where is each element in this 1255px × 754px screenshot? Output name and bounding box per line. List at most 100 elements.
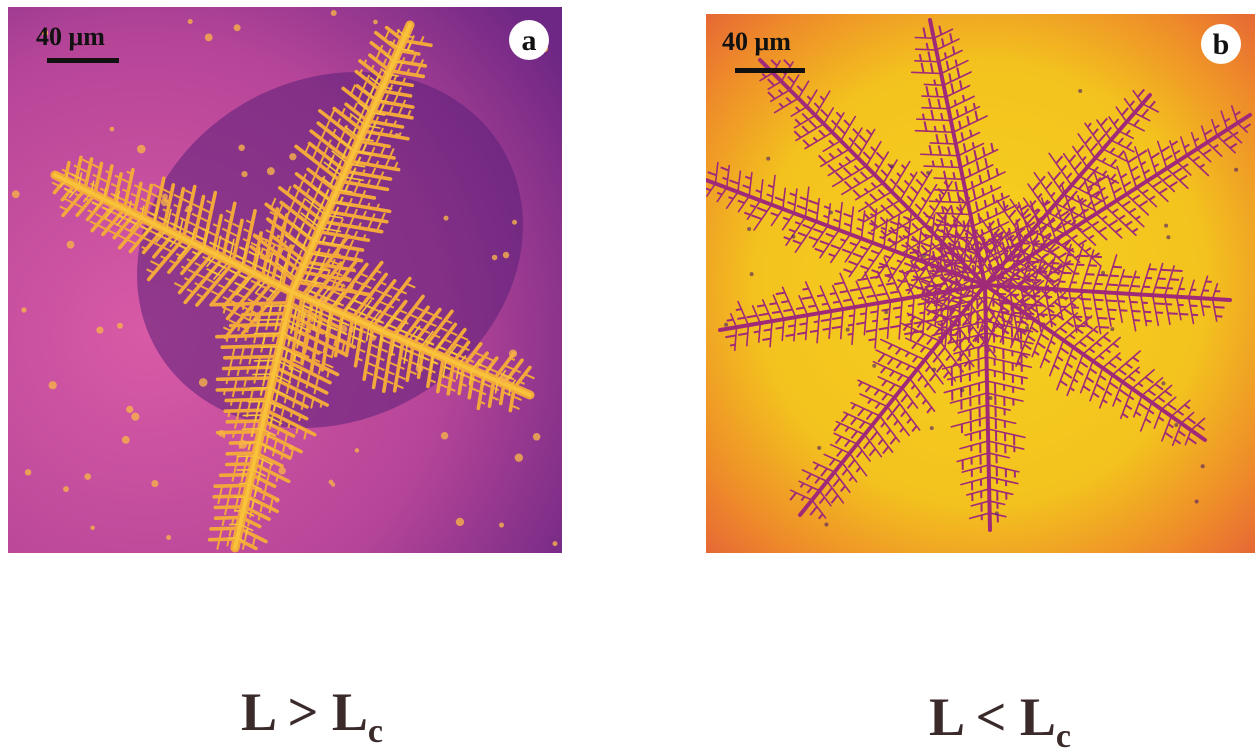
dendrite-stroke [927, 43, 928, 50]
dendrite-stroke [126, 406, 133, 413]
dendrite-stroke [930, 143, 955, 144]
dendrite-stroke [503, 252, 509, 258]
dendrite-stroke [289, 153, 296, 160]
dendrite-stroke [1108, 310, 1116, 311]
dendrite-stroke [227, 464, 254, 465]
dendrite-stroke [1050, 272, 1060, 273]
dendrite-stroke [776, 327, 784, 328]
dendrite-stroke [321, 402, 322, 407]
dendrite-stroke [769, 303, 776, 304]
dendrite-stroke [1086, 274, 1094, 275]
caption: L > Lc [241, 682, 383, 749]
dendrite-stroke [883, 319, 889, 320]
dendrite-stroke [227, 336, 228, 341]
dendrite-stroke [236, 336, 237, 342]
dendrite-stroke [922, 96, 946, 97]
dendrite-stroke [231, 400, 232, 405]
dendrite-stroke [1131, 286, 1140, 287]
dendrite-stroke [232, 475, 233, 481]
dendrite-stroke [872, 364, 876, 368]
dendrite-stroke [951, 160, 952, 167]
dendrite-stroke [766, 157, 770, 161]
dendrite-stroke [1101, 271, 1105, 275]
dendrite-stroke [162, 194, 168, 200]
dendrite-stroke [331, 483, 335, 487]
dendrite-stroke [848, 334, 853, 335]
dendrite-stroke [1202, 306, 1210, 307]
dendrite-stroke [243, 304, 244, 310]
dendrite-stroke [509, 350, 517, 358]
dendrite-stroke [1078, 89, 1082, 93]
caption: L < Lc [929, 687, 1071, 749]
dendrite-stroke [890, 164, 894, 168]
dendrite-stroke [868, 339, 875, 340]
dendrite-stroke [96, 326, 103, 333]
dendrite-stroke [137, 145, 146, 154]
dendrite-stroke [224, 390, 225, 395]
dendrite-stroke [730, 345, 735, 346]
scale-label: 40 μm [722, 27, 791, 56]
dendrite-stroke [1161, 270, 1172, 271]
dendrite-stroke [243, 313, 287, 314]
dendrite-stroke [300, 327, 301, 333]
dendrite-stroke [1025, 326, 1029, 330]
dendrite-stroke [995, 511, 999, 515]
dendrite-stroke [918, 303, 926, 304]
dendrite-stroke [736, 309, 741, 310]
dendrite-stroke [955, 100, 956, 105]
dendrite-stroke [227, 453, 256, 454]
scale-label: 40 μm [36, 22, 105, 51]
dendrite-stroke [1062, 273, 1072, 274]
dendrite-stroke [265, 446, 266, 452]
dendrite-stroke [1035, 244, 1045, 245]
dendrite-stroke [243, 415, 264, 416]
dendrite-stroke [533, 433, 541, 441]
panel-label: b [1213, 28, 1230, 61]
dendrite-stroke [963, 95, 964, 101]
dendrite-stroke [829, 210, 833, 214]
dendrite-stroke [215, 507, 244, 508]
dendrite-stroke [444, 216, 449, 221]
dendrite-stroke [908, 315, 913, 316]
dendrite-stroke [248, 401, 267, 402]
dendrite-stroke [849, 315, 854, 316]
dendrite-stroke [973, 142, 974, 148]
dendrite-stroke [67, 241, 75, 249]
scale-bar [735, 68, 805, 73]
dendrite-stroke [1161, 381, 1165, 385]
dendrite-stroke [1083, 283, 1092, 284]
dendrite-stroke [273, 450, 274, 456]
dendrite-stroke [1002, 193, 1003, 199]
dendrite-stroke [25, 469, 31, 475]
dendrite-stroke [291, 411, 292, 417]
dendrite-stroke [796, 308, 804, 309]
dendrite-stroke [926, 171, 930, 175]
dendrite-stroke [238, 440, 247, 449]
dendrite-stroke [1002, 269, 1012, 270]
dendrite-stroke [817, 295, 824, 296]
dendrite-stroke [288, 422, 289, 428]
dendrite-stroke [210, 539, 237, 540]
caption-main: L < L [929, 687, 1056, 747]
dendrite-stroke [757, 305, 765, 306]
dendrite-stroke [1094, 300, 1103, 301]
dendrite-stroke [860, 313, 866, 314]
dendrite-stroke [904, 324, 912, 325]
dendrite-stroke [763, 339, 771, 340]
dendrite-stroke [938, 336, 946, 337]
dendrite-stroke [1154, 303, 1165, 304]
caption-sub: c [1056, 718, 1071, 749]
dendrite-stroke [306, 383, 307, 388]
dendrite-stroke [858, 298, 863, 299]
dendrite-stroke [989, 396, 993, 400]
dendrite-stroke [499, 523, 504, 528]
dendrite-stroke [953, 297, 961, 298]
dendrite-stroke [1166, 235, 1170, 239]
dendrite-stroke [281, 454, 282, 459]
dendrite-stroke [724, 323, 728, 327]
dendrite-stroke [221, 475, 252, 476]
dendrite-stroke [268, 432, 269, 438]
dendrite-stroke [212, 303, 289, 305]
dendrite-stroke [238, 144, 244, 150]
dendrite-stroke [226, 399, 268, 400]
